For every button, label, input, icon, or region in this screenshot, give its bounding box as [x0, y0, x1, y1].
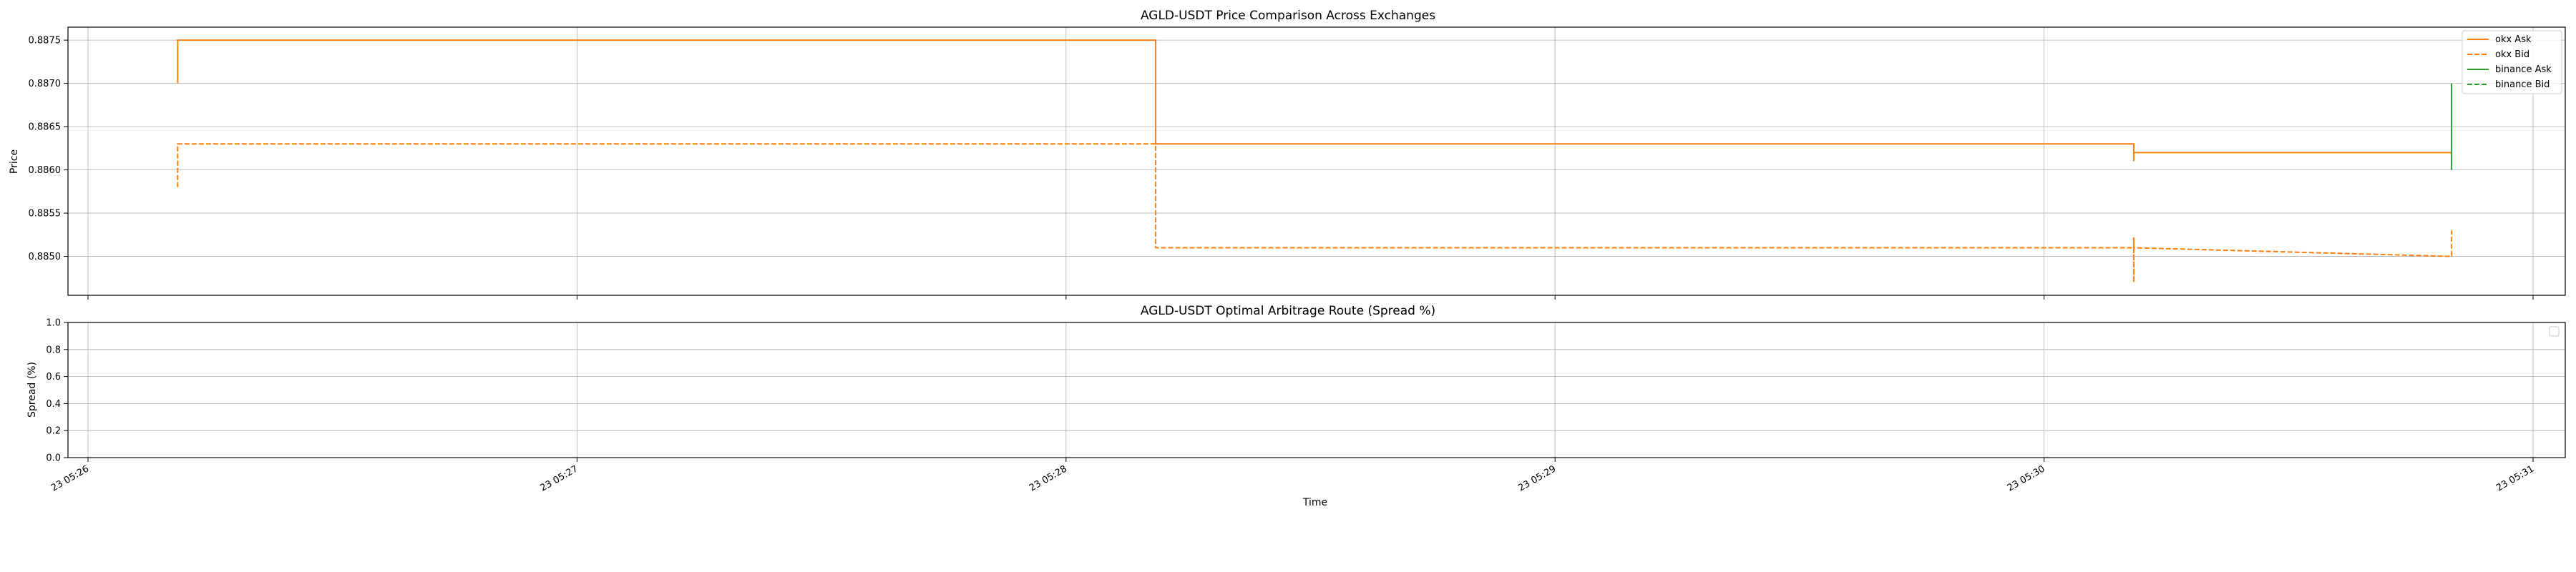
- price-grid: [68, 27, 2565, 295]
- legend-label-binance-ask: binance Ask: [2495, 64, 2552, 75]
- legend-label-binance-bid: binance Bid: [2495, 79, 2550, 90]
- price-y-tick-label: 0.8875: [29, 36, 62, 46]
- spread-y-tick-label: 0.4: [46, 399, 61, 410]
- price-y-tick-label: 0.8860: [29, 165, 62, 176]
- price-chart-title: AGLD-USDT Price Comparison Across Exchan…: [1141, 9, 1435, 23]
- price-y-tick-label: 0.8870: [29, 79, 62, 89]
- spread-y-tick-label: 0.0: [46, 453, 61, 464]
- price-y-tick-label: 0.8850: [29, 252, 62, 262]
- spread-y-tick-label: 0.2: [46, 426, 61, 437]
- series-line-okx-ask: [177, 39, 2452, 162]
- price-y-ticks: 0.8850 0.8855 0.8860 0.8865 0.8870 0.8875: [29, 36, 68, 262]
- spread-y-tick-label: 0.8: [46, 345, 61, 355]
- legend-label-okx-ask: okx Ask: [2495, 34, 2532, 45]
- spread-y-ticks: 0.0 0.2 0.4 0.6 0.8 1.0: [46, 318, 68, 464]
- spread-y-axis-label: Spread (%): [26, 362, 38, 418]
- spread-plot-frame: [67, 322, 2566, 458]
- spread-empty-legend: [2549, 326, 2560, 337]
- legend-label-okx-bid: okx Bid: [2495, 49, 2529, 60]
- price-x-ticks: [87, 295, 2534, 300]
- price-y-tick-label: 0.8855: [29, 209, 62, 220]
- price-legend: okx Ask okx Bid binance Ask binance Bid: [2462, 30, 2562, 94]
- spread-chart-title: AGLD-USDT Optimal Arbitrage Route (Sprea…: [1141, 304, 1435, 318]
- price-panel: AGLD-USDT Price Comparison Across Exchan…: [9, 9, 2566, 300]
- series-line-okx-bid: [177, 143, 2453, 282]
- time-axis-label: Time: [1302, 497, 1327, 508]
- price-y-axis-label: Price: [9, 149, 20, 174]
- price-y-tick-label: 0.8865: [29, 122, 62, 133]
- price-plot-frame: [67, 26, 2566, 296]
- legend-frame: [2462, 30, 2562, 94]
- spread-y-tick-label: 0.6: [46, 372, 61, 383]
- spread-y-tick-label: 1.0: [46, 318, 61, 329]
- price-series: [177, 39, 2453, 282]
